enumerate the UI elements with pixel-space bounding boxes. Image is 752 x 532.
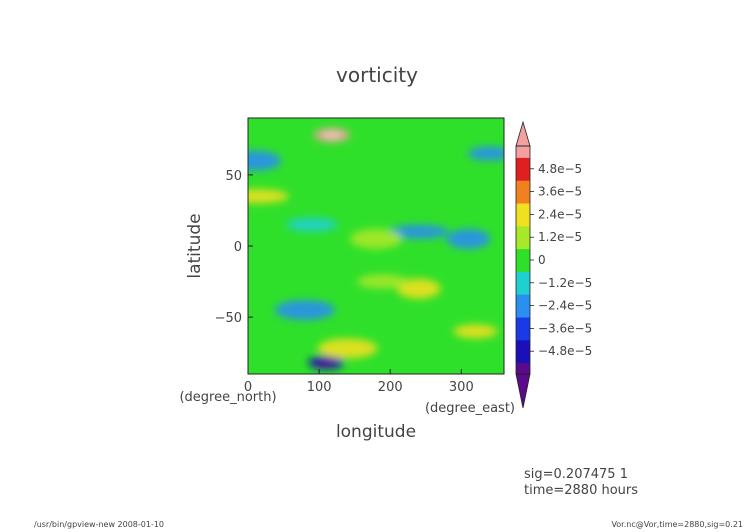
x-tick-label: 0 [244, 380, 252, 395]
colorbar: 4.8e−5 3.6e−5 2.4e−5 1.2e−5 0 −1.2e−5 −2.4e−5 −… [515, 120, 592, 409]
colorbar-segment [516, 146, 530, 153]
x-tick-label: 100 [307, 380, 332, 395]
colorbar-segment [516, 311, 530, 318]
field-feature [467, 146, 504, 161]
field-features [248, 128, 504, 370]
colorbar-segment [516, 351, 530, 358]
colorbar-segment [516, 305, 530, 312]
colorbar-segment [516, 322, 530, 329]
colorbar-segment [516, 185, 530, 193]
colorbar-label: 2.4e−5 [538, 207, 582, 221]
x-tick-label: 300 [449, 380, 474, 395]
y-axis-label: latitude [185, 213, 205, 278]
y-tick-label: 0 [234, 240, 242, 255]
field-feature-core [322, 131, 341, 139]
x-axis: 0 100 200 300 [244, 369, 474, 395]
colorbar-label: 0 [538, 253, 546, 267]
field-feature [286, 217, 338, 232]
colorbar-segment [516, 317, 530, 324]
y-tick-label: −50 [215, 311, 242, 326]
sig-info: sig=0.207475 1 [524, 467, 628, 482]
colorbar-label: −3.6e−5 [538, 321, 592, 335]
y-axis: 50 0 −50 [215, 169, 253, 326]
chart-title: vorticity [336, 63, 418, 87]
colorbar-segment [516, 231, 530, 238]
x-tick-label: 200 [378, 380, 403, 395]
colorbar-segment [516, 214, 530, 221]
colorbar-segment [516, 151, 530, 158]
colorbar-segment [516, 225, 530, 232]
footer-left: /usr/bin/gpview-new 2008-01-10 [34, 520, 164, 529]
colorbar-label: −1.2e−5 [538, 276, 592, 290]
field-feature [248, 189, 289, 204]
colorbar-label: −2.4e−5 [538, 299, 592, 313]
colorbar-label: 1.2e−5 [538, 230, 582, 244]
colorbar-segment [516, 157, 530, 164]
colorbar-segment [516, 277, 530, 284]
colorbar-segment [516, 242, 530, 250]
x-axis-label: longitude [336, 422, 416, 442]
field-feature-core [317, 359, 336, 366]
time-info: time=2880 hours [524, 483, 638, 498]
colorbar-label: −4.8e−5 [538, 344, 592, 358]
colorbar-segment [516, 254, 530, 261]
colorbar-segment [516, 168, 530, 175]
colorbar-label: 3.6e−5 [538, 185, 582, 199]
field-feature [388, 224, 449, 239]
field-feature [453, 324, 498, 339]
colorbar-segment [516, 237, 530, 244]
field-feature [248, 150, 282, 171]
colorbar-segment [516, 248, 530, 255]
colorbar-segment [516, 208, 530, 215]
colorbar-segment [516, 265, 530, 272]
field-feature [446, 228, 491, 249]
y-unit-label: (degree_north) [179, 390, 276, 405]
colorbar-segment [516, 294, 530, 301]
colorbar-segment [516, 368, 530, 375]
colorbar-segment [516, 356, 530, 364]
colorbar-segment [516, 191, 530, 198]
colorbar-segment [516, 180, 530, 187]
colorbar-segment [516, 339, 530, 346]
colorbar-max-triangle [515, 120, 531, 147]
y-tick-label: 50 [225, 169, 242, 184]
colorbar-segment [516, 174, 530, 181]
colorbar-segment [516, 163, 530, 170]
colorbar-segment [516, 220, 530, 227]
colorbar-segment [516, 334, 530, 341]
field-feature [274, 300, 335, 320]
colorbar-segment [516, 345, 530, 352]
colorbar-segment [516, 260, 530, 267]
footer-right: Vor.nc@Vor,time=2880,sig=0.21 [611, 520, 743, 529]
colorbar-min-triangle [515, 373, 531, 409]
colorbar-segment [516, 362, 530, 369]
colorbar-label: 4.8e−5 [538, 162, 582, 176]
colorbar-segment [516, 197, 530, 204]
field-feature [317, 338, 378, 359]
colorbar-segment [516, 288, 530, 295]
colorbar-segment [516, 328, 530, 335]
colorbar-segment [516, 282, 530, 289]
colorbar-segment [516, 271, 530, 278]
field-feature [350, 228, 402, 249]
colorbar-segment [516, 299, 530, 307]
x-unit-label: (degree_east) [425, 401, 515, 416]
colorbar-segment [516, 203, 530, 210]
heatmap-field [248, 118, 504, 374]
field-feature [357, 274, 410, 289]
